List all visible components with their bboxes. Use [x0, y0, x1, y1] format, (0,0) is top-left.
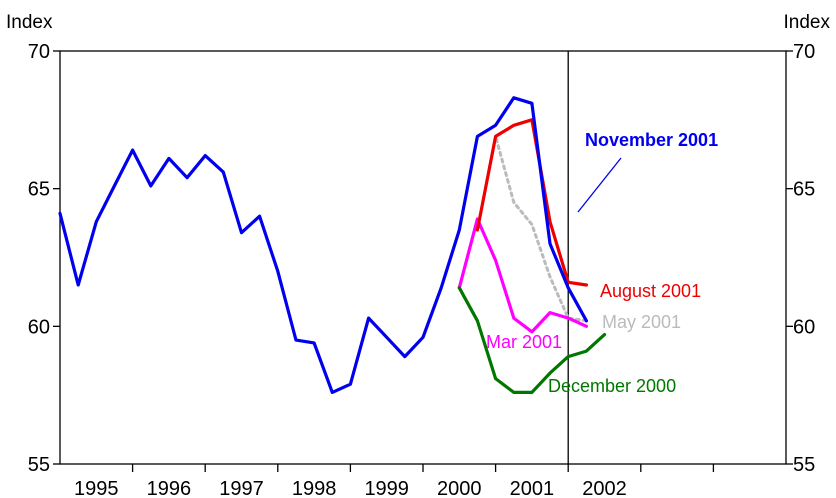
x-tick-label: 2001: [510, 478, 555, 498]
x-tick-label: 1996: [147, 478, 192, 498]
series-line-november-2001: [58, 96, 589, 394]
november-label-leader: [577, 157, 622, 213]
x-tick-label: 1997: [219, 478, 264, 498]
series-label-november-2001: November 2001: [585, 130, 718, 150]
series-line-august-2001: [475, 118, 589, 287]
y-tick-label-left: 70: [28, 41, 50, 63]
y-tick-label-left: 60: [28, 316, 50, 338]
x-tick-label: 2002: [582, 478, 627, 498]
y-tick-label-right: 65: [793, 179, 815, 201]
series-label-august-2001: August 2001: [600, 281, 701, 301]
y-tick-label-right: 70: [793, 41, 815, 63]
series-label-december-2000: December 2000: [548, 376, 676, 396]
y-tick-label-right: 55: [793, 454, 815, 476]
x-ticks: 1995 1996 1997 1998 1999 2000 2001 2002: [74, 464, 715, 498]
y-tick-label-right: 60: [793, 316, 815, 338]
x-tick-label: 1998: [292, 478, 337, 498]
series-layer: [58, 96, 607, 394]
y-ticks: 55 55 60 60 65 65 70 70: [28, 41, 816, 476]
series-line-december-2000: [457, 286, 607, 394]
y-tick-label-left: 65: [28, 179, 50, 201]
series-label-mar-2001: Mar 2001: [486, 332, 562, 352]
x-tick-label: 2000: [437, 478, 482, 498]
series-line-mar-2001: [457, 217, 589, 334]
x-tick-label: 1999: [364, 478, 409, 498]
x-tick-label: 1995: [74, 478, 119, 498]
plot-area: [59, 50, 787, 465]
series-label-may-2001: May 2001: [602, 312, 681, 332]
y-tick-label-left: 55: [28, 454, 50, 476]
y-axis-title-right: Index: [784, 12, 831, 33]
y-axis-title-left: Index: [6, 12, 53, 33]
